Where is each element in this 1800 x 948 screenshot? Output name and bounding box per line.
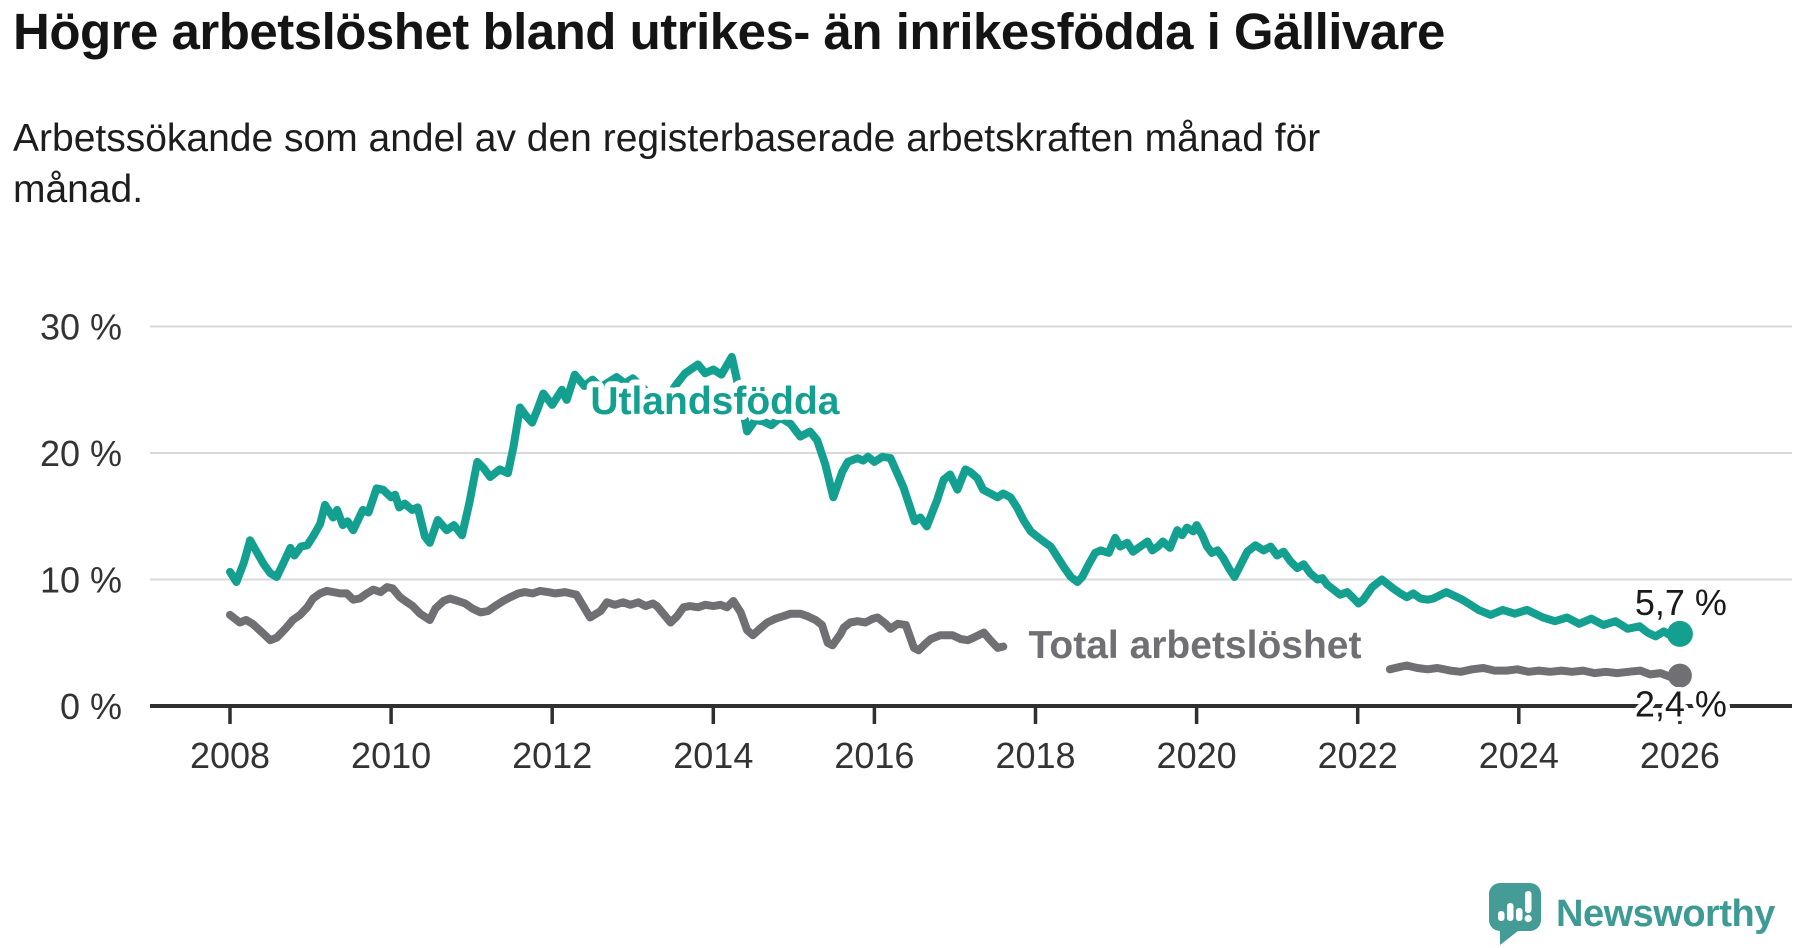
bar-1 — [1498, 911, 1505, 921]
subtitle-line-1: Arbetssökande som andel av den registerb… — [13, 117, 1321, 160]
series-line-utlandsfodda — [226, 352, 1684, 641]
series-label-total: Total arbetslöshet — [1028, 624, 1361, 667]
page-title: Högre arbetslöshet bland utrikes- än inr… — [13, 3, 1445, 60]
x-tick-label-2010: 2010 — [351, 735, 431, 776]
y-tick-label-0: 0 % — [60, 686, 122, 727]
end-value-label-total: 2,4 % — [1635, 684, 1727, 725]
x-tick-label-2018: 2018 — [995, 735, 1075, 776]
x-tick-label-2008: 2008 — [190, 735, 270, 776]
y-tick-label-30: 30 % — [40, 307, 122, 348]
exclamation-dot — [1524, 914, 1532, 923]
speech-bubble-shape — [1489, 883, 1541, 945]
series-line-total-seg1 — [226, 583, 1008, 655]
subtitle-line-2: månad. — [13, 168, 144, 212]
x-tick-label-2016: 2016 — [834, 735, 914, 776]
x-tick-label-2014: 2014 — [673, 735, 753, 776]
end-dot-utlandsfodda — [1666, 620, 1693, 647]
y-tick-label-10: 10 % — [40, 560, 122, 601]
end-value-label-utlandsfodda: 5,7 % — [1635, 582, 1727, 623]
x-tick-label-2020: 2020 — [1157, 735, 1237, 776]
x-tick-label-2024: 2024 — [1479, 735, 1559, 776]
bar-2 — [1507, 903, 1514, 921]
chart-subtitle: Arbetssökande som andel av den registerb… — [13, 113, 1713, 216]
end-dot-total — [1667, 663, 1692, 688]
newsworthy-logo: Newsworthy — [1488, 882, 1775, 946]
bar-3 — [1516, 908, 1523, 921]
x-tick-label-2026: 2026 — [1640, 735, 1720, 776]
newsworthy-wordmark: Newsworthy — [1556, 892, 1775, 935]
x-tick-label-2022: 2022 — [1318, 735, 1398, 776]
y-tick-label-20: 20 % — [40, 433, 122, 474]
series-line-total-seg2 — [1385, 661, 1684, 681]
newsworthy-logo-icon — [1489, 883, 1541, 945]
exclamation-bar — [1525, 891, 1532, 913]
x-tick-label-2012: 2012 — [512, 735, 592, 776]
series-label-utlandsfodda: Utlandsfödda — [590, 380, 839, 423]
